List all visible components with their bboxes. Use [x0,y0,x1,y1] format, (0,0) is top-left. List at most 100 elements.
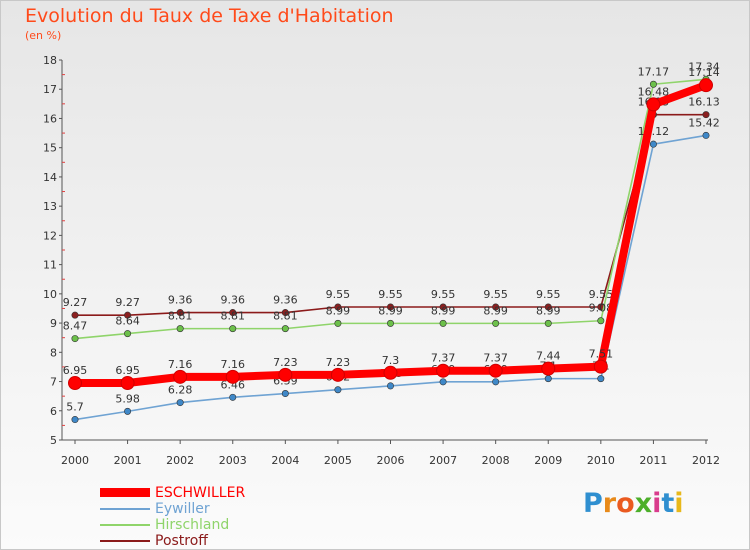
data-label: 7.51 [589,348,614,361]
data-point [593,359,608,374]
logo-letter: i [652,488,662,519]
logo-letter: P [583,488,603,519]
x-tick-label: 2012 [692,454,720,467]
data-label: 9.36 [168,294,193,307]
x-tick-label: 2009 [534,454,562,467]
data-label: 8.81 [221,310,246,323]
y-tick-label: 14 [43,171,57,184]
data-point [439,319,447,327]
data-label: 9.55 [378,288,403,301]
y-tick-label: 16 [43,112,57,125]
data-label: 8.81 [273,310,298,323]
y-tick-label: 8 [50,346,57,359]
data-point [699,78,713,93]
data-point [383,365,398,380]
data-label: 8.99 [483,304,508,317]
data-label: 8.81 [168,310,193,323]
data-point [229,393,237,401]
y-tick-label: 7 [50,376,57,389]
data-point [330,367,345,382]
data-point [278,367,293,382]
data-label: 17.34 [688,60,720,73]
data-label: 9.55 [589,288,614,301]
y-tick-label: 12 [43,229,57,242]
legend-label: ESCHWILLER [155,485,246,501]
data-label: 9.55 [326,288,351,301]
logo-letter: x [634,488,653,519]
legend-label: Eywiller [155,501,210,517]
x-tick-label: 2006 [377,454,405,467]
data-label: 7.16 [221,358,246,371]
data-point [281,390,289,398]
x-tick-label: 2001 [114,454,142,467]
x-tick-label: 2003 [219,454,247,467]
data-point [176,399,184,407]
logo-letter: t [661,488,675,519]
x-tick-label: 2000 [61,454,89,467]
data-point [544,303,552,311]
data-point [386,319,394,327]
data-point [386,303,394,311]
x-tick-label: 2008 [482,454,510,467]
logo-letter: i [674,488,684,519]
data-point [702,111,710,119]
data-label: 8.99 [326,304,351,317]
data-label: 9.55 [536,288,561,301]
data-label: 7.37 [431,352,456,365]
data-point [597,317,605,325]
data-label: 9.36 [273,294,298,307]
y-tick-label: 17 [43,83,57,96]
data-label: 8.99 [431,304,456,317]
legend-swatch [100,524,150,526]
data-label: 7.3 [382,354,400,367]
y-tick-label: 18 [43,54,57,67]
data-label: 8.47 [63,320,88,333]
data-point [492,303,500,311]
data-point [334,303,342,311]
data-label: 17.14 [688,66,720,79]
data-label: 6.46 [221,378,246,391]
data-point [439,303,447,311]
logo-letter: o [616,488,635,519]
data-point [544,375,552,383]
data-point [124,407,132,415]
data-label: 8.64 [115,315,140,328]
data-point [439,378,447,386]
legend-swatch [100,508,150,510]
data-label: 7.23 [326,356,351,369]
legend-label: Hirschland [155,517,230,533]
data-label: 9.08 [589,302,614,315]
data-point [124,311,132,319]
data-label: 9.36 [221,294,246,307]
data-point [646,97,661,112]
y-tick-label: 13 [43,200,57,213]
x-tick-label: 2005 [324,454,352,467]
y-tick-label: 10 [43,288,57,301]
data-label: 5.98 [115,392,140,405]
data-label: 8.99 [378,304,403,317]
legend-swatch [100,540,150,542]
data-label: 16.48 [638,85,670,98]
data-label: 5.7 [66,401,84,414]
data-point [649,140,657,148]
logo-letter: r [602,488,617,519]
data-label: 7.23 [273,356,298,369]
legend-label: Postroff [155,533,208,549]
data-label: 7.44 [536,350,561,363]
data-point [176,325,184,333]
data-point [492,378,500,386]
data-point [71,335,79,343]
y-tick-label: 11 [43,259,57,272]
data-point [281,309,289,317]
data-point [649,80,657,88]
data-point [176,309,184,317]
y-tick-label: 15 [43,142,57,155]
legend-swatch [100,488,150,497]
data-label: 15.42 [688,116,720,129]
data-point [541,361,556,376]
data-label: 8.99 [536,304,561,317]
data-point [281,325,289,333]
y-tick-label: 9 [50,317,57,330]
data-point [544,319,552,327]
